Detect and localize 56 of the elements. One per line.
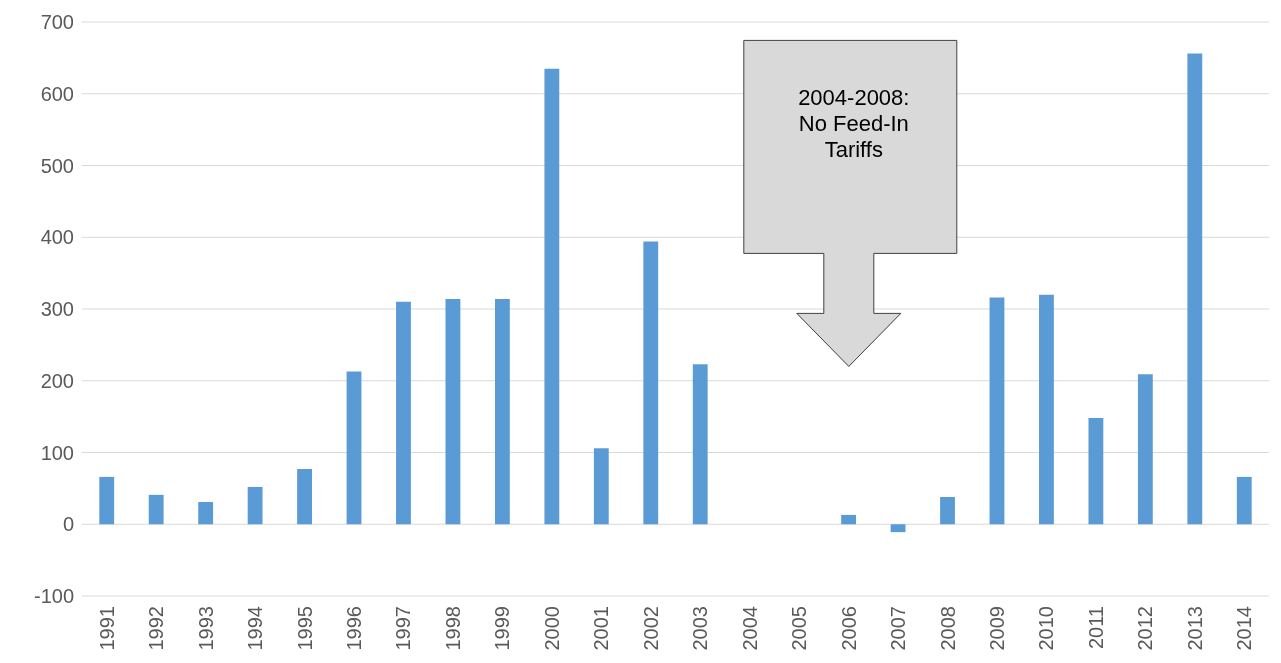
- bar: [99, 476, 115, 525]
- bar: [544, 68, 560, 525]
- x-tick-label: 1999: [491, 606, 514, 651]
- x-tick-label: 2009: [985, 606, 1008, 651]
- bar: [989, 297, 1005, 525]
- x-tick-label: 2007: [887, 606, 910, 651]
- x-tick-label: 2010: [1035, 606, 1058, 651]
- y-tick-label: 400: [40, 226, 74, 249]
- y-tick-label: 0: [62, 513, 74, 536]
- bar: [1088, 418, 1104, 525]
- bar: [692, 364, 708, 525]
- bar: [1187, 53, 1203, 525]
- bar: [297, 469, 312, 525]
- bar: [494, 298, 510, 525]
- bar: [445, 298, 461, 525]
- x-tick-label: 2012: [1134, 606, 1157, 651]
- bar: [198, 502, 214, 525]
- x-tick-label: 1991: [95, 606, 118, 651]
- bar: [841, 514, 857, 525]
- y-tick-label: -100: [33, 585, 74, 608]
- bar: [346, 371, 362, 525]
- x-tick-label: 2013: [1183, 606, 1206, 651]
- bar: [1236, 476, 1252, 525]
- bar: [247, 486, 263, 525]
- x-tick-label: 2000: [540, 606, 563, 651]
- x-tick-label: 2006: [837, 606, 860, 651]
- x-tick-label: 1992: [145, 606, 168, 651]
- x-tick-label: 2011: [1084, 606, 1107, 650]
- bar: [643, 241, 659, 525]
- x-tick-label: 2004: [738, 606, 761, 651]
- y-tick-label: 200: [40, 369, 74, 392]
- x-tick-label: 1994: [244, 606, 267, 651]
- bar: [940, 496, 955, 525]
- x-tick-label: 2014: [1233, 606, 1256, 651]
- y-tick-label: 700: [40, 11, 74, 34]
- x-tick-label: 1995: [293, 606, 316, 651]
- x-tick-label: 1993: [194, 606, 217, 651]
- x-tick-label: 1997: [392, 606, 415, 651]
- y-tick-label: 100: [40, 441, 74, 464]
- x-tick-label: 1998: [441, 606, 464, 651]
- x-tick-label: 2005: [788, 606, 811, 651]
- y-tick-label: 600: [40, 82, 74, 105]
- y-tick-label: 300: [40, 298, 74, 321]
- bar: [890, 524, 906, 533]
- y-tick-label: 500: [40, 154, 74, 177]
- x-tick-label: 2001: [590, 606, 613, 651]
- bar: [1137, 374, 1153, 525]
- annotation: 2004-2008: No Feed-In Tariffs: [798, 85, 910, 163]
- bar: [148, 494, 164, 525]
- bar: [593, 448, 609, 525]
- x-tick-label: 2008: [936, 606, 959, 651]
- bar: [1039, 294, 1054, 525]
- bar: [396, 301, 411, 525]
- x-tick-label: 2002: [639, 606, 662, 651]
- x-tick-label: 1996: [343, 606, 366, 651]
- x-tick-label: 2003: [689, 606, 712, 651]
